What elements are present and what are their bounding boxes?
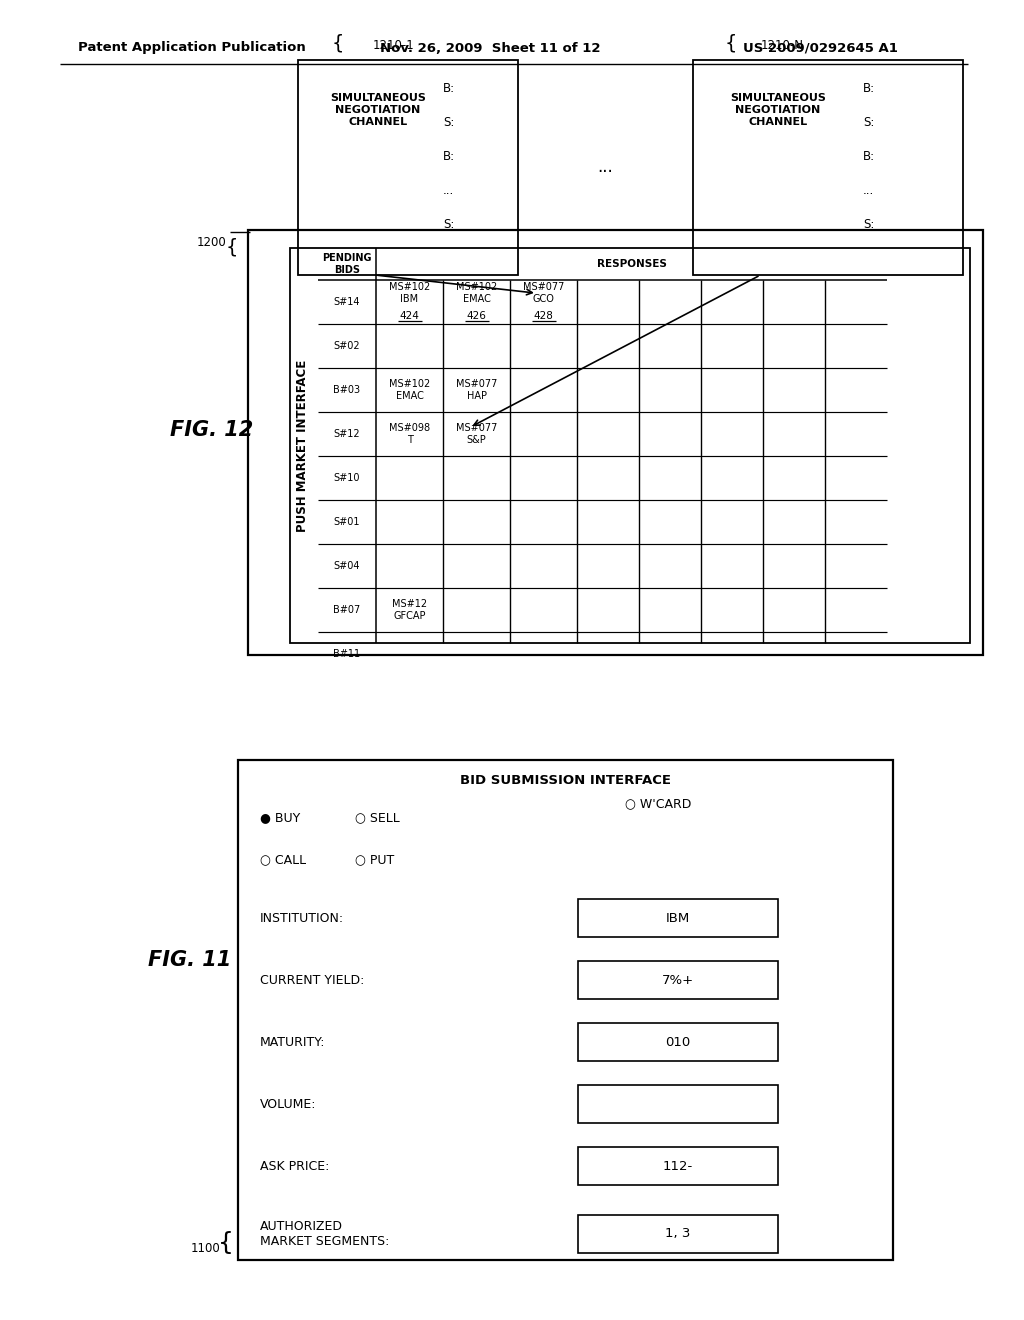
Text: ...: ... <box>443 183 455 197</box>
Text: S#02: S#02 <box>334 341 360 351</box>
Text: {: { <box>332 33 344 51</box>
Text: S:: S: <box>863 218 874 231</box>
Text: MS#102
EMAC: MS#102 EMAC <box>456 282 497 304</box>
Text: MS#077
GCO: MS#077 GCO <box>523 282 564 304</box>
Text: 426: 426 <box>467 312 486 321</box>
Text: PENDING
BIDS: PENDING BIDS <box>323 253 372 275</box>
Bar <box>578 1214 778 1253</box>
Text: ...: ... <box>598 158 613 177</box>
Bar <box>578 1147 778 1185</box>
Text: 1, 3: 1, 3 <box>666 1228 690 1241</box>
Text: VOLUME:: VOLUME: <box>260 1097 316 1110</box>
Text: MATURITY:: MATURITY: <box>260 1035 326 1048</box>
Text: S:: S: <box>443 218 455 231</box>
Text: RESPONSES: RESPONSES <box>597 259 667 269</box>
Text: B#11: B#11 <box>334 649 360 659</box>
Text: 424: 424 <box>399 312 420 321</box>
Text: B:: B: <box>863 82 876 95</box>
Text: FIG. 11: FIG. 11 <box>148 950 231 970</box>
Text: ASK PRICE:: ASK PRICE: <box>260 1159 330 1172</box>
Text: {: { <box>218 1232 234 1255</box>
Text: PUSH MARKET INTERFACE: PUSH MARKET INTERFACE <box>297 359 309 532</box>
Text: 112-: 112- <box>663 1159 693 1172</box>
Text: B#03: B#03 <box>334 385 360 395</box>
Text: ● BUY: ● BUY <box>260 812 300 825</box>
Bar <box>248 230 983 655</box>
Text: {: { <box>225 238 238 257</box>
Text: 1200: 1200 <box>197 236 226 249</box>
Text: S#14: S#14 <box>334 297 360 308</box>
Text: CURRENT YIELD:: CURRENT YIELD: <box>260 974 365 986</box>
Text: ○ CALL: ○ CALL <box>260 854 306 866</box>
Text: FIG. 12: FIG. 12 <box>170 420 253 440</box>
Text: B#07: B#07 <box>334 605 360 615</box>
Bar <box>578 1085 778 1123</box>
Text: Patent Application Publication: Patent Application Publication <box>78 41 306 54</box>
Bar <box>693 59 963 275</box>
Bar <box>238 760 893 1261</box>
Text: 428: 428 <box>534 312 553 321</box>
Text: 010: 010 <box>666 1035 690 1048</box>
Text: 1210-N: 1210-N <box>761 40 804 51</box>
Text: ...: ... <box>863 183 874 197</box>
Text: 1210-1: 1210-1 <box>373 40 415 51</box>
Bar <box>578 1023 778 1061</box>
Text: ○ W'CARD: ○ W'CARD <box>625 797 691 810</box>
Text: SIMULTANEOUS
NEGOTIATION
CHANNEL: SIMULTANEOUS NEGOTIATION CHANNEL <box>730 94 826 127</box>
Text: S#01: S#01 <box>334 517 360 527</box>
Text: ○ SELL: ○ SELL <box>355 812 399 825</box>
Text: B:: B: <box>443 149 455 162</box>
Text: B:: B: <box>863 149 876 162</box>
Text: MS#098
T: MS#098 T <box>389 424 430 445</box>
Bar <box>290 248 970 643</box>
Text: MS#077
S&P: MS#077 S&P <box>456 424 498 445</box>
Text: S:: S: <box>443 116 455 128</box>
Text: S#04: S#04 <box>334 561 360 572</box>
Text: US 2009/0292645 A1: US 2009/0292645 A1 <box>742 41 897 54</box>
Text: MS#12
GFCAP: MS#12 GFCAP <box>392 599 427 620</box>
Text: S#12: S#12 <box>334 429 360 440</box>
Text: AUTHORIZED
MARKET SEGMENTS:: AUTHORIZED MARKET SEGMENTS: <box>260 1220 389 1247</box>
Bar <box>298 59 518 275</box>
Text: IBM: IBM <box>666 912 690 924</box>
Text: 7%+: 7%+ <box>662 974 694 986</box>
Text: S#10: S#10 <box>334 473 360 483</box>
Text: BID SUBMISSION INTERFACE: BID SUBMISSION INTERFACE <box>460 774 671 787</box>
Text: SIMULTANEOUS
NEGOTIATION
CHANNEL: SIMULTANEOUS NEGOTIATION CHANNEL <box>330 94 426 127</box>
Bar <box>578 899 778 937</box>
Text: Nov. 26, 2009  Sheet 11 of 12: Nov. 26, 2009 Sheet 11 of 12 <box>380 41 600 54</box>
Text: INSTITUTION:: INSTITUTION: <box>260 912 344 924</box>
Text: B:: B: <box>443 82 455 95</box>
Text: 1100: 1100 <box>190 1242 220 1255</box>
Text: MS#102
EMAC: MS#102 EMAC <box>389 379 430 401</box>
Text: ○ PUT: ○ PUT <box>355 854 394 866</box>
Text: MS#077
HAP: MS#077 HAP <box>456 379 498 401</box>
Text: {: { <box>725 33 737 51</box>
Text: S:: S: <box>863 116 874 128</box>
Bar <box>578 961 778 999</box>
Text: MS#102
IBM: MS#102 IBM <box>389 282 430 304</box>
